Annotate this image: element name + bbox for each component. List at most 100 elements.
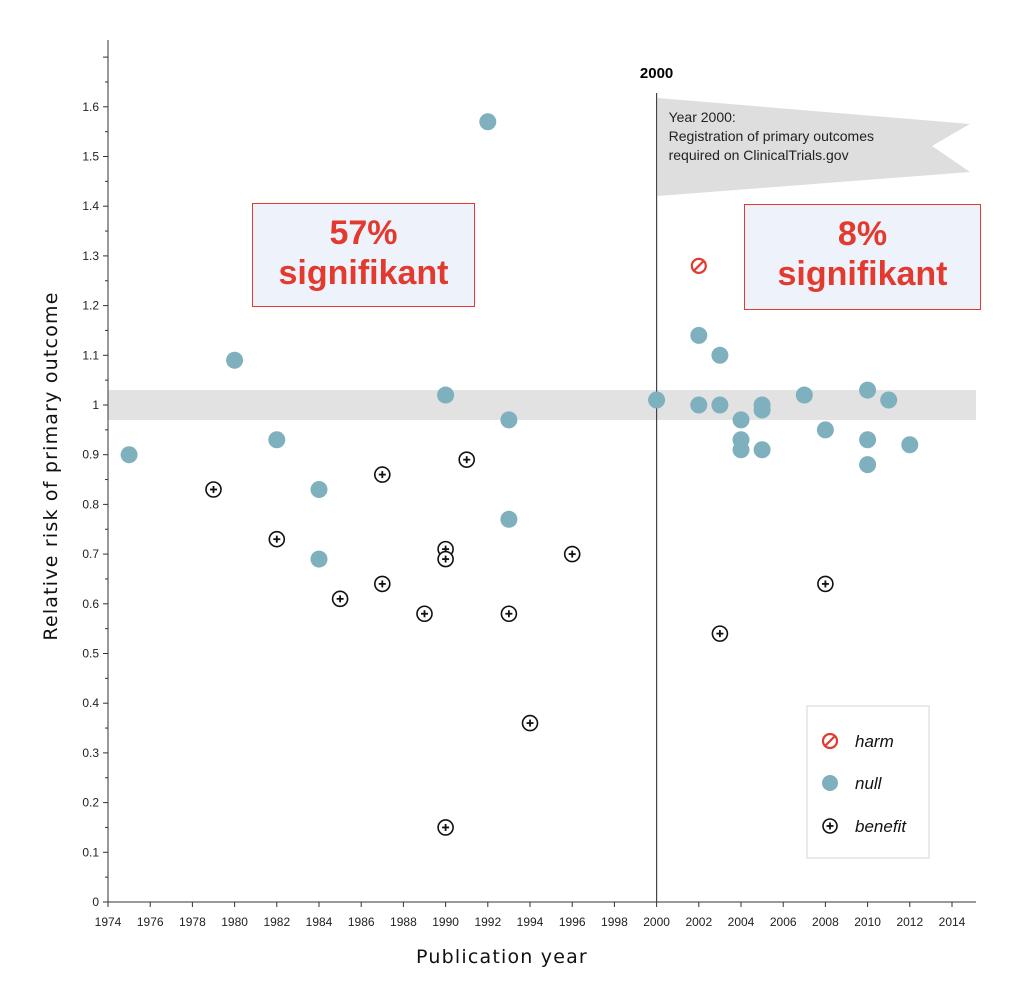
null-effect-band — [108, 390, 976, 420]
x-tick-label: 2006 — [770, 915, 797, 929]
null-point — [437, 386, 455, 404]
null-point — [500, 411, 518, 429]
y-tick-label: 1.5 — [82, 150, 99, 164]
benefit-point — [268, 530, 286, 548]
x-tick-label: 1984 — [306, 915, 333, 929]
null-point — [859, 431, 877, 449]
null-point — [753, 441, 771, 459]
legend-harm-icon-slash — [824, 735, 836, 747]
y-tick-label: 0.1 — [82, 845, 99, 859]
after-2000-significance-box: 8% signifikant — [744, 204, 981, 310]
y-tick-label: 0.7 — [82, 547, 99, 561]
flag-text-line: Registration of primary outcomes — [669, 128, 874, 144]
flag-text-line: required on ClinicalTrials.gov — [669, 147, 849, 163]
x-tick-label: 2004 — [728, 915, 755, 929]
legend-null-icon — [822, 775, 838, 791]
benefit-point — [817, 575, 834, 593]
legend-label-harm: harm — [855, 732, 894, 751]
x-tick-label: 1986 — [348, 915, 375, 929]
x-tick-label: 1996 — [559, 915, 586, 929]
x-tick-label: 1988 — [390, 915, 417, 929]
y-tick-label: 1.1 — [82, 348, 99, 362]
x-tick-label: 2014 — [939, 915, 966, 929]
null-point — [648, 391, 666, 409]
harm-point — [690, 257, 707, 274]
legend-label-benefit: benefit — [855, 817, 907, 836]
y-tick-label: 1.2 — [82, 299, 99, 313]
y-tick-label: 1.4 — [82, 199, 99, 213]
y-tick-label: 1.6 — [82, 100, 99, 114]
null-point — [690, 396, 708, 414]
benefit-point — [205, 481, 222, 498]
harm-point-slash — [693, 260, 705, 272]
x-tick-label: 1976 — [137, 915, 164, 929]
registration-flag — [657, 98, 970, 196]
null-point — [226, 351, 244, 369]
benefit-point — [373, 575, 391, 593]
null-point — [732, 441, 750, 459]
null-point — [690, 326, 708, 344]
x-tick-label: 1978 — [179, 915, 206, 929]
benefit-point — [331, 590, 349, 608]
x-tick-label: 2002 — [685, 915, 712, 929]
x-tick-label: 2008 — [812, 915, 839, 929]
null-point — [310, 550, 328, 568]
x-tick-label: 1990 — [432, 915, 459, 929]
before-2000-text: signifikant — [278, 254, 449, 292]
null-band-layer — [108, 390, 976, 420]
x-tick-label: 1980 — [221, 915, 248, 929]
legend-label-null: null — [855, 774, 883, 793]
flag-text-line: Year 2000: — [669, 109, 736, 125]
y-tick-label: 0.9 — [82, 448, 99, 462]
null-point — [795, 386, 813, 404]
reference-layer: 2000 Year 2000: Registration of primary ou… — [640, 65, 970, 902]
null-point — [500, 510, 518, 528]
x-tick-label: 1982 — [263, 915, 290, 929]
null-point — [753, 401, 771, 419]
y-tick-label: 0.3 — [82, 746, 99, 760]
y-tick-label: 0.2 — [82, 796, 99, 810]
after-2000-text: signifikant — [777, 255, 948, 293]
x-tick-label: 1998 — [601, 915, 628, 929]
y-tick-label: 0.8 — [82, 497, 99, 511]
before-2000-percent: 57% — [329, 214, 398, 252]
benefit-point — [458, 451, 476, 468]
x-tick-label: 1994 — [517, 915, 544, 929]
null-point — [859, 456, 877, 474]
null-point — [859, 381, 877, 399]
x-axis-title: Publication year — [416, 946, 588, 968]
y-axis-title: Relative risk of primary outcome — [40, 291, 62, 640]
before-2000-significance-box: 57% signifikant — [252, 203, 475, 307]
x-tick-label: 1992 — [474, 915, 501, 929]
benefit-point — [711, 625, 729, 642]
year-2000-label: 2000 — [640, 65, 673, 82]
points-layer — [120, 113, 919, 836]
null-point — [711, 396, 729, 414]
null-point — [732, 411, 750, 429]
x-tick-label: 1974 — [95, 915, 122, 929]
benefit-point — [416, 605, 433, 623]
benefit-point — [500, 605, 518, 623]
benefit-point — [437, 550, 454, 568]
y-tick-label: 0.4 — [82, 696, 99, 710]
benefit-point — [437, 819, 454, 836]
null-point — [711, 346, 729, 364]
benefit-point — [373, 466, 391, 483]
harm-point-ring — [690, 257, 707, 274]
null-point — [310, 480, 328, 498]
legend-harm-icon — [821, 732, 839, 750]
benefit-point — [521, 714, 539, 732]
y-tick-label: 1 — [92, 398, 99, 412]
y-tick-label: 0.5 — [82, 647, 99, 661]
null-point — [816, 421, 834, 439]
after-2000-percent: 8% — [837, 215, 888, 253]
null-point — [901, 436, 919, 454]
axes-layer: 0 0.1 0.2 0.3 0.4 0.5 0.6 0.7 0.8 0.9 1 1.1 1.2 1.3 1.… — [40, 40, 976, 968]
legend: harm null benefit — [806, 705, 930, 859]
x-tick-label: 2000 — [643, 915, 670, 929]
null-point — [120, 446, 138, 464]
y-tick-label: 1.3 — [82, 249, 99, 263]
null-point — [880, 391, 898, 409]
null-point — [479, 113, 497, 131]
